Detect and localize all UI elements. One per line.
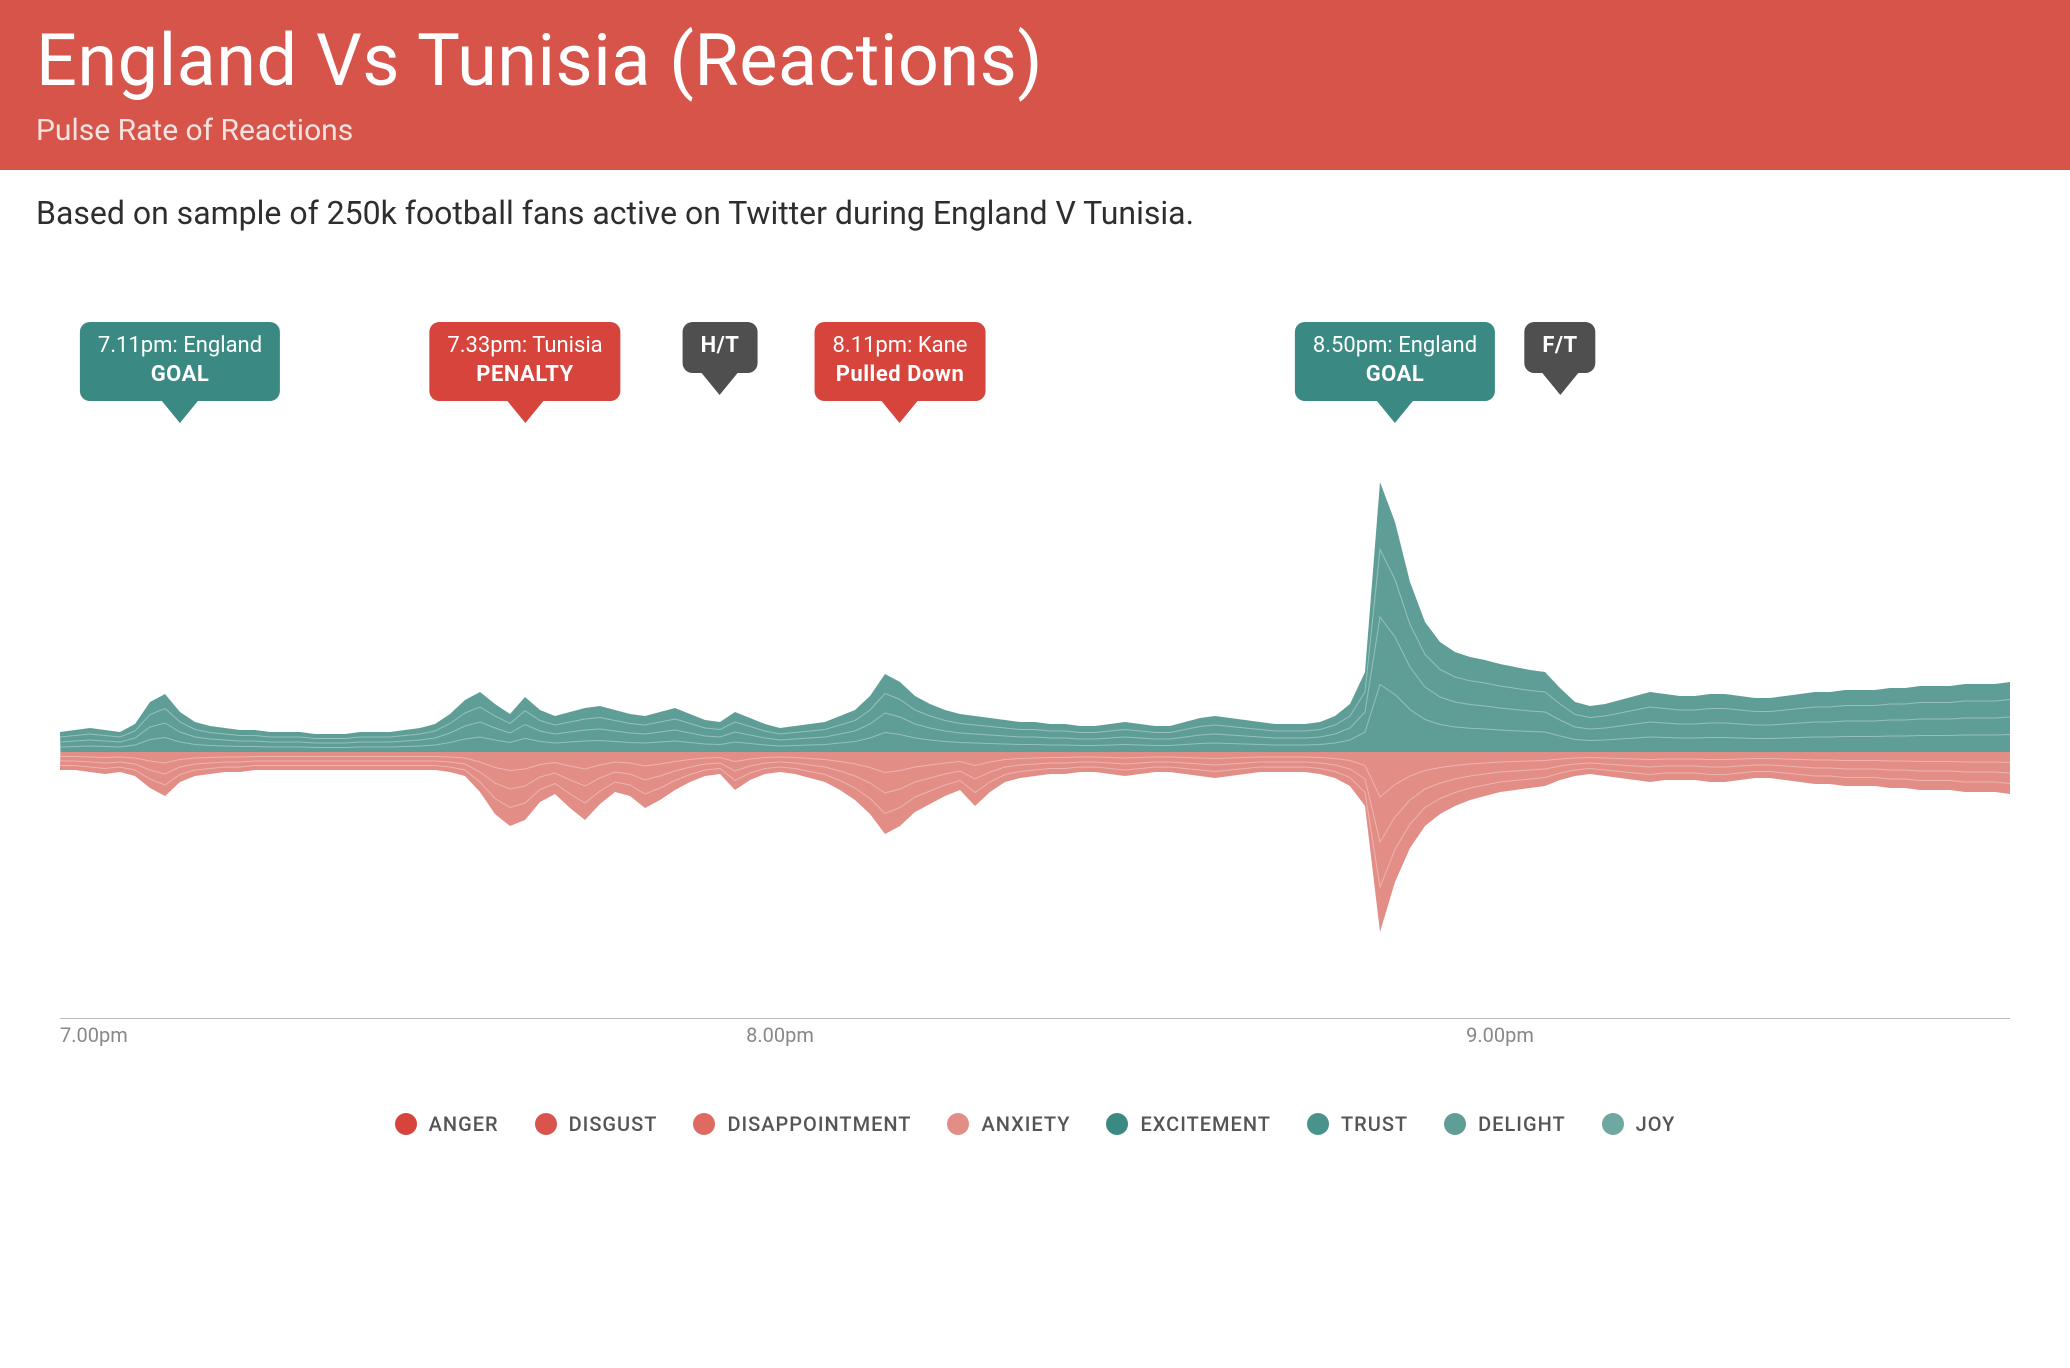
event-marker: F/T xyxy=(1524,322,1595,395)
legend-item: EXCITEMENT xyxy=(1106,1112,1271,1136)
x-axis: 7.00pm 8.00pm 9.00pm xyxy=(60,1018,2010,1048)
event-bubble: F/T xyxy=(1524,322,1595,373)
event-marker: 8.50pm: EnglandGOAL xyxy=(1295,322,1495,423)
reactions-chart: 7.11pm: EnglandGOAL7.33pm: TunisiaPENALT… xyxy=(60,322,2010,1082)
legend-item: ANXIETY xyxy=(947,1112,1070,1136)
legend-swatch-icon xyxy=(535,1113,557,1135)
event-marker: 7.11pm: EnglandGOAL xyxy=(80,322,280,423)
area-chart-svg xyxy=(60,452,2010,1012)
legend-swatch-icon xyxy=(1602,1113,1624,1135)
x-tick-label: 9.00pm xyxy=(1466,1023,1534,1047)
event-line2: GOAL xyxy=(98,361,262,390)
page-title: England Vs Tunisia (Reactions) xyxy=(36,18,2034,103)
legend-item: DISAPPOINTMENT xyxy=(693,1112,911,1136)
event-line2: H/T xyxy=(701,332,740,361)
legend-label: EXCITEMENT xyxy=(1140,1112,1271,1136)
event-pointer-icon xyxy=(507,401,543,423)
legend-label: DISAPPOINTMENT xyxy=(727,1112,911,1136)
legend-label: ANGER xyxy=(429,1112,499,1136)
event-bubble: 8.11pm: KanePulled Down xyxy=(815,322,986,401)
event-pointer-icon xyxy=(162,401,198,423)
event-line2: PENALTY xyxy=(447,361,602,390)
x-tick-label: 8.00pm xyxy=(746,1023,814,1047)
event-pointer-icon xyxy=(1542,373,1578,395)
event-line1: 8.50pm: England xyxy=(1313,332,1477,361)
event-line1: 8.11pm: Kane xyxy=(833,332,968,361)
event-line2: GOAL xyxy=(1313,361,1477,390)
page-subtitle: Pulse Rate of Reactions xyxy=(36,113,2034,148)
legend-item: JOY xyxy=(1602,1112,1676,1136)
legend-swatch-icon xyxy=(1106,1113,1128,1135)
legend-label: JOY xyxy=(1636,1112,1676,1136)
event-bubble: 7.33pm: TunisiaPENALTY xyxy=(429,322,620,401)
event-bubble: H/T xyxy=(683,322,758,373)
event-line1: 7.11pm: England xyxy=(98,332,262,361)
legend-label: DISGUST xyxy=(569,1112,658,1136)
legend-swatch-icon xyxy=(1444,1113,1466,1135)
negative-area xyxy=(60,752,2010,932)
legend-swatch-icon xyxy=(947,1113,969,1135)
legend-label: DELIGHT xyxy=(1478,1112,1566,1136)
description-text: Based on sample of 250k football fans ac… xyxy=(0,170,2070,242)
event-pointer-icon xyxy=(882,401,918,423)
event-pointer-icon xyxy=(1377,401,1413,423)
positive-area xyxy=(60,482,2010,752)
legend-item: ANGER xyxy=(395,1112,499,1136)
event-marker: 7.33pm: TunisiaPENALTY xyxy=(429,322,620,423)
legend-item: DISGUST xyxy=(535,1112,658,1136)
legend-item: TRUST xyxy=(1307,1112,1408,1136)
event-bubble: 8.50pm: EnglandGOAL xyxy=(1295,322,1495,401)
legend-swatch-icon xyxy=(693,1113,715,1135)
header-banner: England Vs Tunisia (Reactions) Pulse Rat… xyxy=(0,0,2070,170)
event-line1: 7.33pm: Tunisia xyxy=(447,332,602,361)
event-line2: Pulled Down xyxy=(833,361,968,390)
legend-swatch-icon xyxy=(1307,1113,1329,1135)
event-pointer-icon xyxy=(702,373,738,395)
legend: ANGER DISGUST DISAPPOINTMENT ANXIETY EXCITEM… xyxy=(0,1102,2070,1179)
legend-label: TRUST xyxy=(1341,1112,1408,1136)
event-marker: H/T xyxy=(683,322,758,395)
legend-item: DELIGHT xyxy=(1444,1112,1566,1136)
event-line2: F/T xyxy=(1542,332,1577,361)
x-tick-label: 7.00pm xyxy=(60,1023,128,1047)
event-bubble: 7.11pm: EnglandGOAL xyxy=(80,322,280,401)
legend-label: ANXIETY xyxy=(981,1112,1070,1136)
event-marker: 8.11pm: KanePulled Down xyxy=(815,322,986,423)
legend-swatch-icon xyxy=(395,1113,417,1135)
